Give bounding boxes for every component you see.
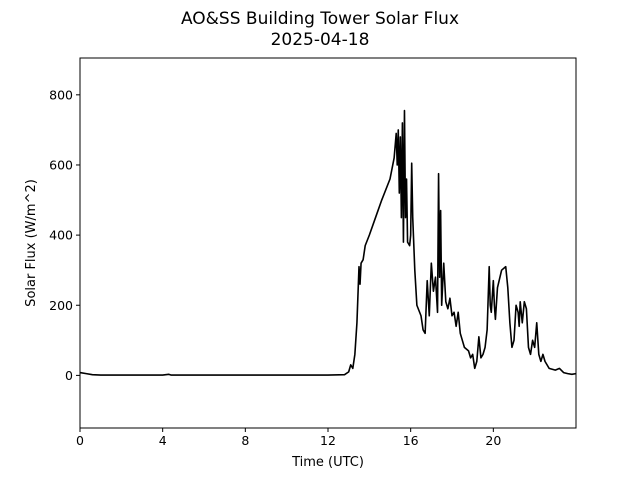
x-tick-label: 4 <box>159 433 167 448</box>
x-tick-label: 8 <box>241 433 249 448</box>
y-tick-label: 0 <box>65 368 73 383</box>
x-tick-label: 0 <box>76 433 84 448</box>
x-axis-label: Time (UTC) <box>291 455 364 470</box>
plot-frame <box>79 57 577 429</box>
x-tick-label: 20 <box>485 433 501 448</box>
y-tick-label: 600 <box>49 157 73 172</box>
y-axis-label: Solar Flux (W/m^2) <box>24 179 39 307</box>
chart-subtitle: 2025-04-18 <box>271 30 370 50</box>
chart-title: AO&SS Building Tower Solar Flux <box>181 9 459 29</box>
x-tick-label: 16 <box>403 433 419 448</box>
y-tick-label: 200 <box>49 298 73 313</box>
data-line <box>79 109 577 376</box>
y-tick-label: 800 <box>49 87 73 102</box>
x-tick-label: 12 <box>320 433 336 448</box>
y-tick-label: 400 <box>49 228 73 243</box>
